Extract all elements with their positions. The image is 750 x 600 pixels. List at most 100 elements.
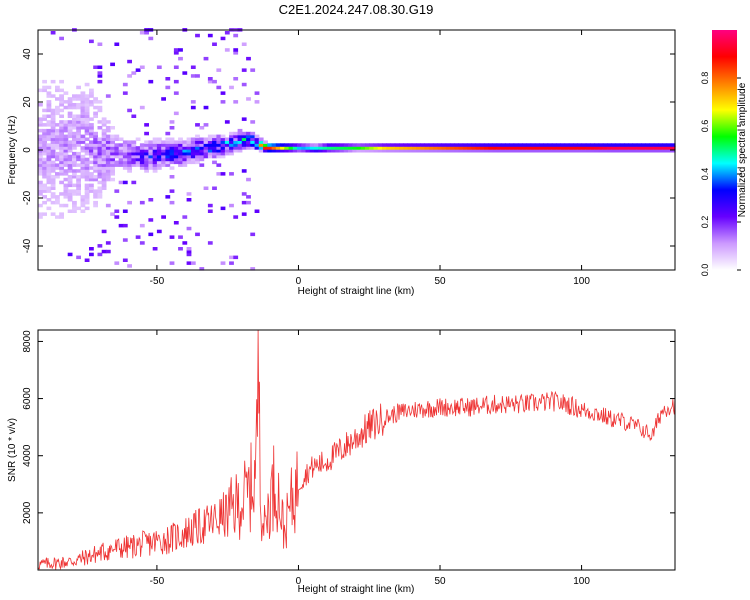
heatmap-cell <box>80 137 86 141</box>
heatmap-cell <box>105 151 111 156</box>
heatmap-cell <box>500 143 506 147</box>
heatmap-cell <box>105 169 111 173</box>
x-tick-label: -50 <box>150 576 165 587</box>
heatmap-cell <box>420 146 425 150</box>
heatmap-cell <box>471 146 476 150</box>
heatmap-cell <box>42 85 47 90</box>
heatmap-cell <box>173 51 179 55</box>
heatmap-cell <box>89 117 94 121</box>
heatmap-cell <box>182 140 188 144</box>
heatmap-cell <box>182 157 188 162</box>
y-tick-label: 40 <box>22 48 33 60</box>
heatmap-cell <box>110 140 115 144</box>
heatmap-cell <box>76 163 81 167</box>
heatmap-cell <box>50 137 56 141</box>
heatmap-cell <box>250 137 256 141</box>
heatmap-cell <box>105 241 111 245</box>
heatmap-cell <box>50 151 56 156</box>
heatmap-cell <box>89 177 94 182</box>
heatmap-cell <box>50 177 56 182</box>
heatmap-cell <box>76 186 81 190</box>
heatmap-cell <box>84 177 90 182</box>
heatmap-cell <box>63 154 69 159</box>
heatmap-cell <box>246 134 251 139</box>
heatmap-cell <box>55 134 60 139</box>
heatmap-cell <box>139 31 145 35</box>
heatmap-cell <box>105 146 111 150</box>
heatmap-cell <box>122 82 128 87</box>
heatmap-cell <box>114 154 120 159</box>
heatmap-cell <box>517 146 523 150</box>
heatmap-cell <box>110 212 115 216</box>
colorbar-ticks: 0.0 0.2 0.4 0.6 0.8 <box>700 72 741 276</box>
heatmap-cell <box>331 149 336 153</box>
heatmap-cell <box>195 232 200 237</box>
heatmap-cell <box>127 154 132 159</box>
colorbar: 0.0 0.2 0.4 0.6 0.8 Normalized spectral ampl… <box>700 30 748 276</box>
heatmap-cell <box>67 97 73 101</box>
heatmap-cell <box>169 189 175 193</box>
heatmap-cell <box>63 134 69 139</box>
heatmap-cell <box>67 154 73 159</box>
heatmap-cell <box>500 146 506 150</box>
heatmap-cell <box>101 131 107 136</box>
heatmap-cell <box>101 143 107 147</box>
heatmap-cell <box>237 134 243 139</box>
heatmap-cell <box>505 149 510 153</box>
heatmap-cell <box>67 166 73 170</box>
heatmap-cell <box>237 143 243 147</box>
heatmap-cell <box>101 157 107 162</box>
heatmap-cell <box>80 140 86 144</box>
heatmap-cell <box>479 149 485 153</box>
heatmap-cell <box>186 154 192 159</box>
heatmap-cell <box>144 163 149 167</box>
heatmap-cell <box>229 255 234 260</box>
heatmap-cell <box>619 149 625 153</box>
heatmap-cell <box>67 131 73 136</box>
heatmap-cell <box>80 154 86 159</box>
heatmap-cell <box>46 134 52 139</box>
heatmap-cell <box>619 146 625 150</box>
heatmap-cell <box>190 157 196 162</box>
heatmap-cell <box>229 131 234 136</box>
heatmap-cell <box>539 143 544 147</box>
heatmap-cell <box>127 149 132 153</box>
heatmap-cell <box>590 146 595 150</box>
heatmap-cell <box>89 252 94 257</box>
heatmap-cell <box>173 143 179 147</box>
heatmap-cell <box>84 94 90 98</box>
heatmap-cell <box>84 82 90 87</box>
heatmap-cell <box>122 209 128 213</box>
heatmap-cell <box>76 192 81 196</box>
heatmap-cell <box>611 146 617 150</box>
heatmap-cell <box>653 146 659 150</box>
heatmap-cell <box>42 212 47 216</box>
heatmap-cell <box>59 163 64 167</box>
heatmap-cell <box>127 157 132 162</box>
heatmap-cell <box>63 149 69 153</box>
heatmap-cell <box>114 42 120 46</box>
heatmap-cell <box>666 143 672 147</box>
heatmap-cell <box>46 198 52 202</box>
heatmap-cell <box>122 163 128 167</box>
colorbar-gradient <box>712 30 737 270</box>
heatmap-cell <box>195 143 200 147</box>
heatmap-cell <box>161 143 166 147</box>
heatmap-cell <box>241 42 247 46</box>
heatmap-cell <box>89 123 94 127</box>
heatmap-cell <box>539 146 544 150</box>
heatmap-cell <box>594 146 600 150</box>
heatmap-cell <box>67 114 73 118</box>
heatmap-cell <box>38 172 43 176</box>
heatmap-cell <box>59 157 64 162</box>
heatmap-cell <box>152 143 158 147</box>
heatmap-cell <box>449 143 455 147</box>
heatmap-cell <box>84 163 90 167</box>
heatmap-cell <box>72 120 77 124</box>
heatmap-cell <box>322 149 328 153</box>
snr-series <box>37 329 676 571</box>
heatmap-cell <box>122 258 128 262</box>
heatmap-cell <box>59 149 64 153</box>
heatmap-cell <box>377 149 383 153</box>
heatmap-cell <box>55 166 60 170</box>
